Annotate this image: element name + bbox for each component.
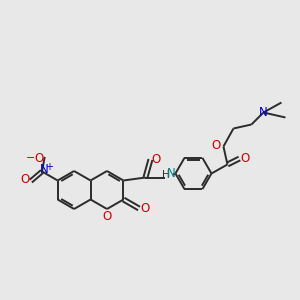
Text: O: O [152, 153, 161, 166]
Text: O: O [34, 152, 43, 165]
Text: N: N [259, 106, 268, 119]
Text: O: O [212, 139, 221, 152]
Text: H: H [162, 170, 169, 181]
Text: O: O [102, 209, 112, 223]
Text: O: O [140, 202, 150, 215]
Text: O: O [241, 152, 250, 165]
Text: +: + [45, 161, 53, 172]
Text: O: O [20, 172, 29, 186]
Text: N: N [40, 163, 48, 176]
Text: −: − [26, 153, 35, 163]
Text: N: N [167, 167, 176, 180]
